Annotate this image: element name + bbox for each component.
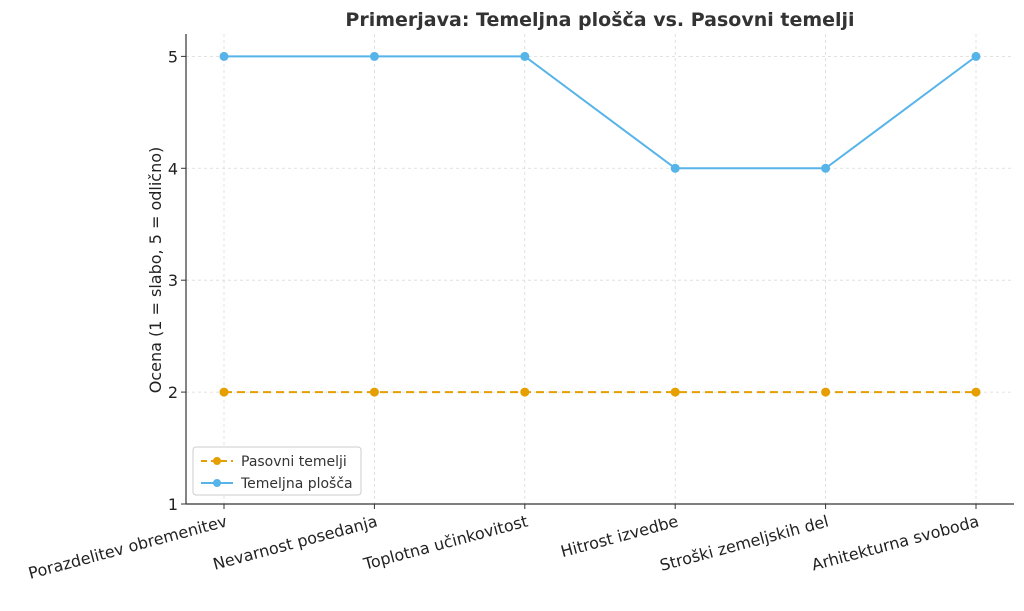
x-tick-label: Porazdelitev obremenitev <box>26 512 229 583</box>
legend-swatch-marker <box>213 479 221 487</box>
series-point <box>520 387 530 397</box>
legend-label: Pasovni temelji <box>241 454 347 470</box>
series-point <box>670 163 680 173</box>
legend-swatch-marker <box>213 457 221 465</box>
series-point <box>971 51 981 61</box>
x-tick-label: Hitrost izvedbe <box>559 512 681 562</box>
legend: Pasovni temelji Temeljna plošča <box>192 446 362 496</box>
y-ticks: 1 2 3 4 5 <box>168 47 186 514</box>
x-tick-label: Stroški zemeljskih del <box>658 512 831 575</box>
series-point <box>219 51 229 61</box>
series-point <box>821 387 831 397</box>
legend-label: Temeljna plošča <box>240 476 353 492</box>
y-tick-label: 5 <box>168 47 178 66</box>
series-group <box>219 51 981 397</box>
y-tick-label: 2 <box>168 383 178 402</box>
grid <box>186 34 1014 505</box>
series-point <box>369 51 379 61</box>
x-tick-label: Arhitekturna svoboda <box>810 512 981 575</box>
series-point <box>520 51 530 61</box>
series-point <box>821 163 831 173</box>
x-tick-label: Nevarnost posedanja <box>211 512 380 574</box>
chart-title: Primerjava: Temeljna plošča vs. Pasovni … <box>345 9 854 31</box>
axes <box>185 34 1014 505</box>
y-tick-label: 4 <box>168 159 178 178</box>
series-point <box>369 387 379 397</box>
series-point <box>670 387 680 397</box>
series-point <box>971 387 981 397</box>
legend-box <box>192 446 362 496</box>
y-axis-label: Ocena (1 = slabo, 5 = odlično) <box>146 147 165 394</box>
y-tick-label: 1 <box>168 495 178 514</box>
series-point <box>219 387 229 397</box>
series-line-2 <box>224 55 977 170</box>
y-tick-label: 3 <box>168 271 178 290</box>
x-tick-label: Toplotna učinkovitost <box>361 512 530 574</box>
